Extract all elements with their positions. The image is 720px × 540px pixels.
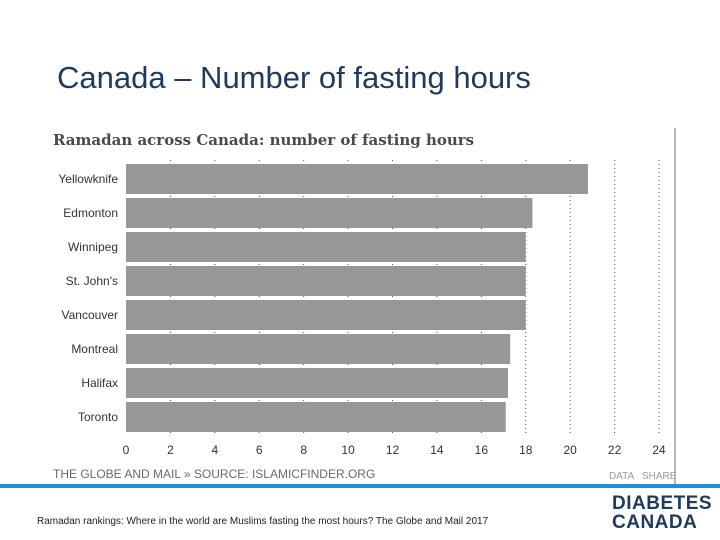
chart-title: Ramadan across Canada: number of fasting…	[53, 131, 475, 149]
bar	[126, 300, 526, 330]
chart-panel: Ramadan across Canada: number of fasting…	[44, 126, 676, 488]
diabetes-canada-logo: DIABETES CANADA	[612, 494, 712, 532]
data-link[interactable]: DATA	[609, 471, 635, 482]
slide-title: Canada – Number of fasting hours	[57, 60, 531, 95]
category-label: Halifax	[81, 376, 118, 390]
bar-chart: Yellowknife Edmonton Winnipeg St. John's Van…	[58, 160, 666, 457]
bar	[126, 334, 511, 364]
share-link[interactable]: SHARE	[642, 471, 677, 482]
category-label: Montreal	[71, 342, 118, 356]
bar	[126, 368, 508, 398]
bar	[126, 164, 588, 194]
category-label: Winnipeg	[68, 240, 118, 254]
bar	[126, 266, 526, 296]
chart-source: THE GLOBE AND MAIL » SOURCE: ISLAMICFIND…	[53, 467, 376, 481]
bottom-rule	[0, 484, 720, 488]
slide-caption: Ramadan rankings: Where in the world are…	[37, 516, 489, 527]
category-label: Toronto	[78, 410, 118, 424]
tick-label: 18	[519, 443, 533, 457]
category-label: Vancouver	[62, 308, 118, 322]
bar	[126, 198, 533, 228]
panel-edge	[674, 128, 676, 484]
category-label-layer: Yellowknife Edmonton Winnipeg St. John's Van…	[58, 172, 118, 424]
tick-label: 24	[652, 443, 666, 457]
tick-label: 14	[430, 443, 444, 457]
tick-label-layer: 0 2 4 6 8 10 12 14 16 18 20 22 24	[123, 443, 666, 457]
tick-label: 10	[341, 443, 355, 457]
bar	[126, 232, 526, 262]
tick-label: 20	[563, 443, 577, 457]
tick-label: 12	[386, 443, 400, 457]
logo-line-2: CANADA	[612, 512, 698, 533]
category-label: St. John's	[66, 274, 118, 288]
tick-label: 16	[475, 443, 489, 457]
tick-label: 22	[608, 443, 622, 457]
tick-label: 8	[300, 443, 307, 457]
bar	[126, 402, 506, 432]
category-label: Edmonton	[63, 206, 118, 220]
tick-label: 6	[256, 443, 263, 457]
category-label: Yellowknife	[58, 172, 118, 186]
bar-layer	[126, 164, 588, 432]
logo-line-1: DIABETES	[612, 493, 713, 514]
tick-label: 2	[167, 443, 174, 457]
tick-label: 4	[211, 443, 218, 457]
tick-label: 0	[123, 443, 130, 457]
